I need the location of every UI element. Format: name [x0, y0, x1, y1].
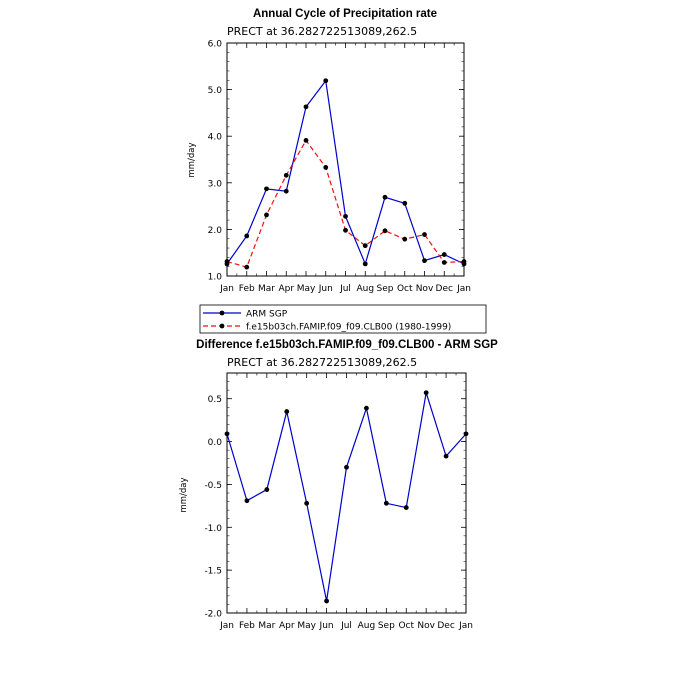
chart1-series-0-point [244, 233, 250, 239]
chart1-series-0-point [382, 194, 388, 200]
chart1-xtick-label: Sep [377, 284, 394, 294]
chart1-ylabel: mm/day [187, 142, 197, 177]
chart1-series-1-line [226, 139, 465, 268]
chart1-xtick-label: Feb [239, 284, 255, 294]
chart2-plot: Jan Feb Mar Apr May Jun Jul Aug Sep Oct Nov Dec Jan-… [204, 372, 473, 631]
chart2-xtick-label: Jan [458, 621, 473, 631]
chart2-ytick-label: -0.5 [204, 481, 222, 491]
chart1-ytick-label: 1.0 [208, 273, 223, 283]
chart1-series-1-point [303, 137, 309, 143]
chart2-xtick-label: Mar [258, 621, 275, 631]
chart2-series-0-point [224, 431, 230, 437]
chart2-subtitle: PRECT at 36.282722513089,262.5 [227, 356, 417, 369]
chart1-series-1-point [441, 260, 447, 265]
chart2-series-0-point [324, 598, 329, 604]
chart2-xtick-label: Aug [358, 621, 376, 631]
chart1-series-1-point [343, 227, 348, 233]
chart2-xtick-label: Feb [239, 621, 255, 631]
chart1-series-0-point [362, 261, 368, 267]
chart2-series-0-point [443, 453, 449, 459]
chart2-xtick-label: Dec [437, 621, 454, 631]
chart1-ytick-label: 5.0 [208, 86, 223, 96]
chart1-plot: Jan Feb Mar Apr May Jun Jul Aug Sep Oct Nov Dec Jan1… [208, 40, 471, 295]
chart2-series-0-point [423, 390, 429, 396]
chart2-frame [226, 372, 467, 614]
chart1-series-0-point [323, 78, 329, 84]
chart1-xtick-label: Aug [356, 284, 374, 294]
chart1-series-0-point [303, 104, 309, 110]
chart1-ytick-label: 2.0 [208, 226, 223, 236]
chart2-series-0-point [244, 498, 250, 504]
chart1-series-1-point [382, 228, 388, 234]
chart1-xtick-label: Oct [397, 284, 413, 294]
chart1-series-1-point [323, 165, 329, 170]
legend-marker-model [219, 323, 225, 329]
chart1-series-0-point [422, 258, 427, 264]
chart1-series-1-point [402, 236, 408, 242]
legend-label-model: f.e15b03ch.FAMIP.f09_f09.CLB00 (1980-199… [246, 323, 451, 333]
chart2-xtick-label: Sep [378, 621, 395, 631]
chart1-series-1-point [224, 259, 230, 264]
chart1-xtick-label: Apr [278, 284, 294, 294]
chart2-series-0-point [463, 431, 469, 437]
chart1-series-0-point [441, 252, 447, 257]
chart2-series-0-point [364, 405, 369, 411]
chart1-legend: ARM SGP f.e15b03ch.FAMIP.f09_f09.CLB00 (… [199, 304, 487, 334]
chart2-series-0-point [304, 500, 310, 506]
chart1-title: Annual Cycle of Precipitation rate [253, 8, 437, 20]
chart1-ytick-label: 4.0 [208, 133, 223, 143]
chart1-series-0-line [226, 79, 465, 266]
chart1-ytick-label: 3.0 [208, 179, 223, 189]
chart2-xtick-label: Jun [319, 621, 334, 631]
chart1-xtick-label: Jan [456, 284, 471, 294]
chart2-ytick-label: -1.5 [204, 567, 222, 577]
chart1-subtitle: PRECT at 36.282722513089,262.5 [227, 25, 417, 38]
chart2-series-0-point [403, 505, 409, 510]
chart2-series-0-point [264, 487, 270, 492]
chart2-series-0-line [226, 392, 467, 602]
chart2-ylabel: mm/day [179, 477, 189, 512]
chart2-series-0-point [383, 500, 389, 506]
chart2-ytick-label: 0.0 [208, 438, 223, 448]
chart2-xtick-label: Jul [340, 621, 352, 631]
chart2-series-0-point [344, 464, 349, 470]
chart1-series-1-point [283, 172, 289, 178]
chart1-series-1-point [461, 259, 467, 264]
chart2-xtick-label: Oct [398, 621, 414, 631]
chart1-xtick-label: Jan [219, 284, 234, 294]
chart1-frame [226, 42, 465, 277]
chart1-xtick-label: Dec [436, 284, 453, 294]
legend-label-arm: ARM SGP [246, 310, 288, 320]
chart1-series-1-point [244, 264, 250, 270]
chart2-series-0-point [284, 409, 290, 414]
chart1-series-1-point [264, 212, 269, 218]
legend-box [199, 304, 487, 334]
chart1-series-1-point [422, 232, 427, 237]
chart2-ytick-label: 0.5 [208, 395, 222, 405]
chart1-series-0-point [264, 186, 269, 192]
chart2-ytick-label: -2.0 [204, 610, 222, 620]
chart1-xtick-label: May [297, 284, 316, 294]
chart1-xtick-label: Jun [318, 284, 333, 294]
chart1-series-0-point [402, 200, 408, 206]
chart1-series-0-point [343, 213, 348, 219]
chart1-xtick-label: Nov [416, 284, 434, 294]
chart2-title: Difference f.e15b03ch.FAMIP.f09_f09.CLB0… [196, 339, 498, 351]
chart1-xtick-label: Mar [258, 284, 275, 294]
chart1-ytick-label: 6.0 [208, 40, 223, 50]
legend-marker-arm [219, 310, 225, 316]
chart2-xtick-label: May [297, 621, 316, 631]
chart1-series-0-point [283, 188, 289, 194]
chart2-ytick-label: -1.0 [204, 524, 222, 534]
chart2-xtick-label: Apr [279, 621, 295, 631]
chart2-xtick-label: Nov [417, 621, 435, 631]
chart2-xtick-label: Jan [219, 621, 234, 631]
chart1-series-1-point [362, 243, 368, 249]
chart1-xtick-label: Jul [339, 284, 351, 294]
